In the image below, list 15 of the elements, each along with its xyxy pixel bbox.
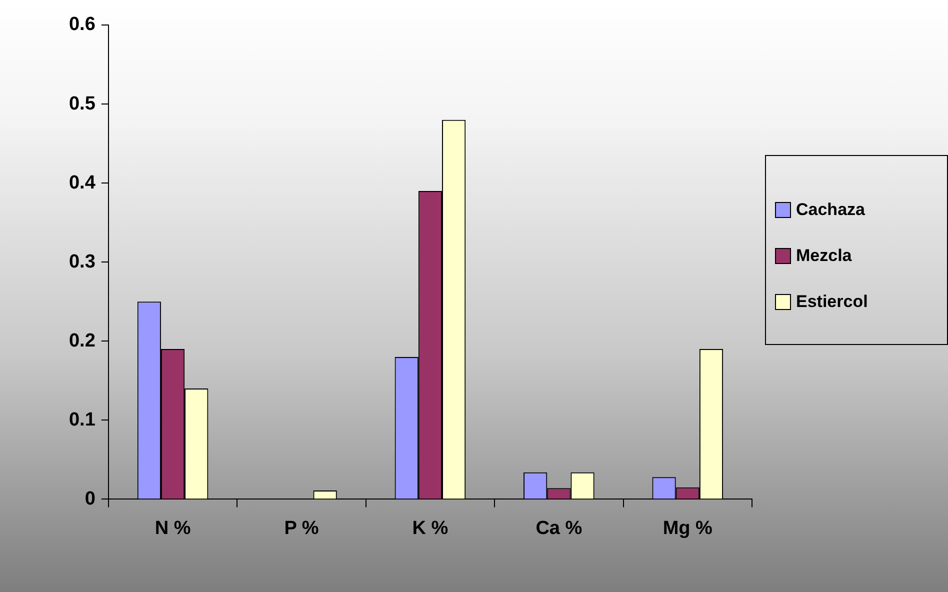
y-tick-label: 0.5 <box>68 93 96 114</box>
y-tick-label: 0.2 <box>68 330 96 352</box>
x-tick-label: K % <box>412 518 448 539</box>
legend-label: Cachaza <box>796 200 865 220</box>
x-tick-label: Ca % <box>536 518 582 539</box>
y-tick-label: 0 <box>84 488 96 510</box>
y-tick-label: 0.3 <box>68 251 96 272</box>
x-tick-label: P % <box>284 518 319 539</box>
x-tick-label: N % <box>154 518 191 539</box>
y-tick-label: 0.4 <box>68 172 96 194</box>
legend-label: Estiercol <box>796 292 868 312</box>
y-tick-label: 0.1 <box>68 409 96 430</box>
y-tick-label: 0.6 <box>68 14 96 36</box>
legend-label: Mezcla <box>796 246 852 266</box>
x-tick-label: Mg % <box>662 518 713 539</box>
